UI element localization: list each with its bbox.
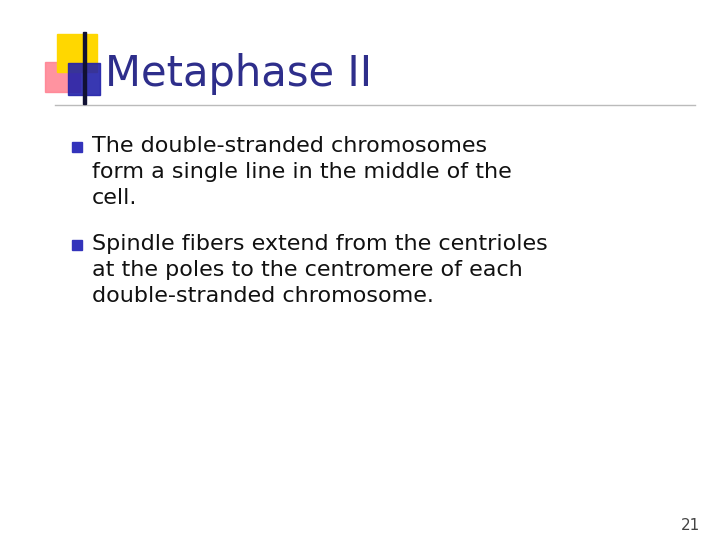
Bar bbox=[45, 62, 80, 92]
Text: The double-stranded chromosomes: The double-stranded chromosomes bbox=[92, 136, 487, 156]
Text: at the poles to the centromere of each: at the poles to the centromere of each bbox=[92, 260, 523, 280]
Text: Metaphase II: Metaphase II bbox=[105, 53, 372, 95]
Text: form a single line in the middle of the: form a single line in the middle of the bbox=[92, 162, 512, 182]
Bar bbox=[72, 240, 82, 250]
Text: Spindle fibers extend from the centrioles: Spindle fibers extend from the centriole… bbox=[92, 234, 548, 254]
Bar bbox=[68, 63, 100, 95]
Text: 21: 21 bbox=[680, 517, 700, 532]
Bar bbox=[83, 32, 86, 104]
Bar bbox=[57, 34, 97, 72]
Text: double-stranded chromosome.: double-stranded chromosome. bbox=[92, 286, 434, 306]
Text: cell.: cell. bbox=[92, 188, 138, 208]
Bar bbox=[72, 142, 82, 152]
